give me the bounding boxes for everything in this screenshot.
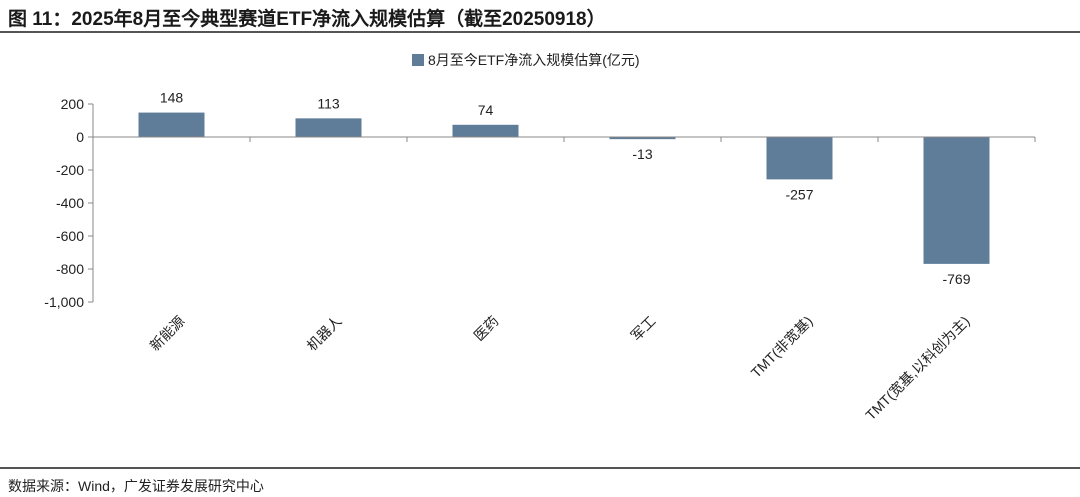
y-tick-label: 0 [76, 129, 84, 145]
source-note: 数据来源：Wind，广发证券发展研究中心 [8, 478, 264, 494]
legend-swatch [412, 54, 424, 66]
data-label: -769 [942, 271, 970, 287]
bar-3 [609, 137, 676, 140]
data-label: -257 [785, 186, 813, 202]
bar-5 [923, 137, 990, 264]
bar-chart: 200 0 -200 -400 -600 -800 -1,000 148 新能源 113 机器人 74… [44, 52, 1036, 423]
data-label: 113 [317, 95, 340, 111]
data-label: -13 [632, 146, 652, 162]
x-tick-label: 军工 [628, 313, 659, 344]
legend-label: 8月至今ETF净流入规模估算(亿元) [428, 52, 640, 68]
bar-2 [452, 124, 519, 137]
chart-title: 图 11：2025年8月至今典型赛道ETF净流入规模估算（截至20250918） [8, 9, 606, 30]
y-tick-label: 200 [61, 96, 85, 112]
bar-0 [138, 112, 205, 137]
x-tick-label: 新能源 [147, 313, 188, 354]
y-tick-label: -800 [56, 261, 84, 277]
title-divider [0, 31, 1080, 33]
x-tick-label: TMT(宽基,以科创为主) [862, 313, 972, 423]
y-tick-label: -400 [56, 195, 84, 211]
x-tick-label: 医药 [471, 313, 502, 344]
bar-1 [295, 118, 362, 137]
x-tick-label: TMT(非宽基) [748, 313, 816, 381]
x-tick-label: 机器人 [304, 313, 345, 354]
y-tick-label: -1,000 [44, 294, 84, 310]
y-tick-label: -200 [56, 162, 84, 178]
bar-4 [766, 137, 833, 180]
footer-divider [0, 467, 1080, 469]
data-label: 148 [160, 90, 184, 106]
data-label: 74 [478, 102, 494, 118]
y-tick-label: -600 [56, 228, 84, 244]
